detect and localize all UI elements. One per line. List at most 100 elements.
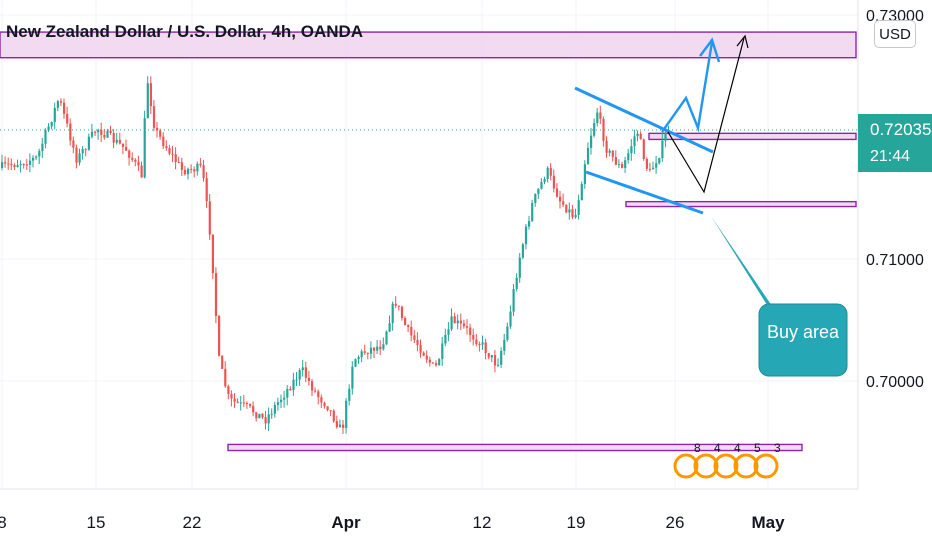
candle-body [10,163,13,166]
current-price-value: 0.72035 [870,120,932,139]
candle-body [363,351,366,353]
bullish-arrow-head [699,37,721,63]
candle-body [193,169,196,172]
candle-body [348,388,351,401]
x-tick-label: 19 [567,513,586,532]
candle-body [593,122,596,136]
candle-body [22,164,25,166]
candle-body [326,406,329,411]
candle-body [41,143,44,152]
buy-zone [625,200,857,208]
candle-body [38,151,41,157]
candle-body [605,140,608,153]
candle-body [345,400,348,428]
candle-body [4,162,7,164]
candle-body [369,347,373,354]
candle-body [224,368,227,387]
candle-body [490,355,493,358]
candle-body [394,303,397,306]
candle-body [376,346,379,351]
callout-pointer [711,216,774,316]
candle-body [273,404,276,414]
candle-body [608,150,611,153]
x-tick-label: Apr [331,513,361,532]
candle-body [97,129,100,133]
alt-path-arrow [667,37,745,194]
candle-body [276,402,280,405]
candle-body [143,118,146,178]
candle-body [453,316,456,324]
candle-body [614,157,617,165]
candle-body [478,344,481,346]
candle-body [590,135,593,148]
candle-body [84,149,87,151]
currency-button[interactable]: USD [874,20,916,48]
event-badge-count: 4 [714,441,721,455]
event-badge-count: 8 [694,441,701,455]
candle-body [283,397,286,400]
candle-body [602,118,605,141]
candle-body [118,139,121,144]
candle-body [53,107,56,122]
event-badge-icon[interactable] [693,453,719,479]
candle-body [521,244,524,258]
candle-body [624,160,627,168]
candle-body [366,352,369,354]
candle-body [642,139,645,159]
candle-body [438,359,441,366]
candle-body [218,316,221,356]
bullish-path-arrow [661,41,714,133]
candle-body [400,306,404,319]
candle-body [329,410,332,412]
candle-body [354,359,357,367]
candle-body [35,156,38,158]
event-badge-icon[interactable] [713,453,739,479]
candle-body [304,367,307,378]
candle-body [633,136,636,147]
current-support-zone [648,132,857,141]
candle-body [664,132,667,141]
candle-body [645,158,648,169]
candle-body [87,136,90,150]
candle-body [252,405,255,413]
event-badge-icon[interactable] [753,453,779,479]
candle-body [509,311,512,327]
candle-body [25,164,28,166]
candle-body [295,379,298,381]
event-badge-icon[interactable] [673,453,699,479]
candle-body [543,179,546,182]
candle-body [549,167,552,176]
candle-body [174,154,177,162]
y-tick-label: 0.71000 [866,252,924,269]
candle-body [447,329,450,335]
candle-body [121,143,125,147]
candle-body [177,161,180,163]
candle-body [249,404,252,406]
candle-body [630,146,633,154]
candle-body [360,351,363,358]
candle-body [562,201,565,205]
candle-body [168,148,171,154]
candle-body [100,129,103,135]
event-badge-count: 5 [754,441,761,455]
candle-body [540,181,543,189]
candle-body [636,133,639,137]
candle-body [586,147,590,165]
candle-body [444,334,447,344]
candle-body [146,83,149,119]
candle-body [487,353,490,358]
candle-body [72,140,75,148]
candle-body [292,379,295,391]
candle-body [1,162,4,168]
candle-body [261,413,264,418]
candle-body [317,391,320,398]
candle-body [617,164,621,166]
event-badge-icon[interactable] [733,453,759,479]
candle-body [16,165,19,168]
candle-body [90,131,94,137]
candle-body [407,325,410,328]
candle-body [239,402,242,404]
candle-body [428,359,431,363]
candle-body [134,159,137,162]
